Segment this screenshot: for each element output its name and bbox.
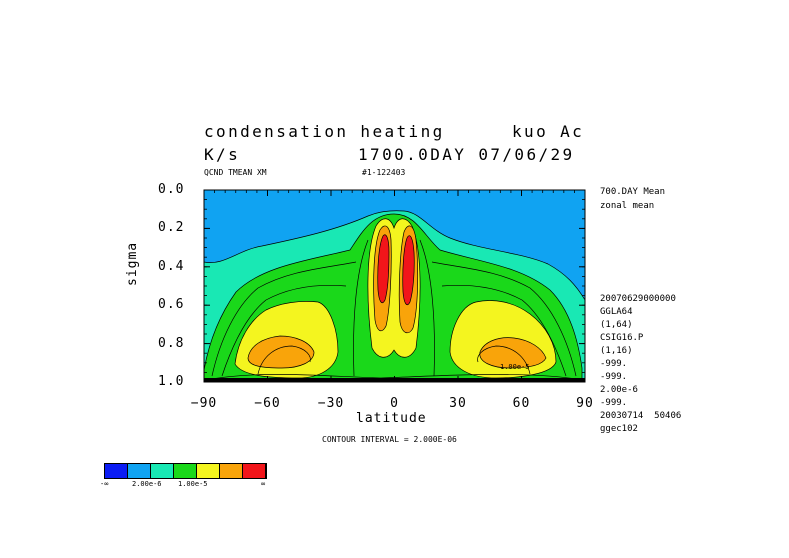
right-panel-meta: 20070629000000 GGLA64 (1,64) CSIG16.P (1,16)… — [600, 293, 681, 436]
info-line: CSIG16.P — [600, 333, 644, 343]
colorbar-label: 1.00e-5 — [178, 480, 208, 488]
x-tick-label: 0 — [390, 396, 399, 411]
info-line: -999. — [600, 398, 628, 408]
title-line1-left: condensation heating — [204, 122, 445, 141]
subtitle-right: #1-122403 — [362, 168, 406, 177]
y-tick-label: 0.4 — [158, 258, 185, 274]
y-axis-label: sigma — [125, 241, 140, 286]
y-axis-ticks — [204, 189, 585, 383]
y-tick-label: 0.2 — [158, 220, 185, 236]
colorbar-swatch — [174, 464, 197, 478]
colorbar-label: 2.00e-6 — [132, 480, 162, 488]
info-line: 20070629000000 — [600, 294, 676, 304]
x-tick-label: −90 — [190, 396, 218, 411]
colorbar-swatch — [243, 464, 266, 478]
contour-inline-label: 1.00e-5 — [500, 363, 530, 371]
right-panel-top: 700.DAY Mean zonal mean — [600, 185, 665, 213]
info-line: -999. — [600, 372, 628, 382]
colorbar — [104, 463, 267, 479]
y-tick-label: 0.0 — [158, 182, 185, 197]
y-tick-label: 0.8 — [158, 335, 185, 351]
contour-fill-orange-north — [479, 337, 547, 369]
y-tick-label: 0.6 — [158, 297, 185, 313]
title-line2-right: 1700.0DAY 07/06/29 — [358, 145, 575, 164]
x-axis-label: latitude — [356, 411, 427, 426]
subtitle-left: QCND TMEAN XM — [204, 168, 267, 177]
info-line: ggec102 — [600, 424, 638, 434]
y-tick-label: 1.0 — [158, 374, 185, 389]
colorbar-label: ∞ — [261, 480, 266, 488]
contour-interval-label: CONTOUR INTERVAL = 2.000E-06 — [322, 435, 457, 444]
info-line: 700.DAY Mean — [600, 187, 666, 197]
contour-fill-red-tropics-south — [377, 234, 390, 304]
info-line: GGLA64 — [600, 307, 633, 317]
info-line: 2.00e-6 — [600, 385, 638, 395]
colorbar-swatch — [128, 464, 151, 478]
x-tick-label: 60 — [512, 396, 531, 411]
contour-fill-red-tropics-north — [402, 235, 415, 306]
x-tick-label: −60 — [254, 396, 281, 411]
colorbar-swatch — [220, 464, 243, 478]
x-tick-label: 90 — [576, 396, 594, 411]
colorbar-swatch — [105, 464, 128, 478]
title-line1-right: kuo Ac — [512, 122, 585, 141]
contour-fill-orange-south — [247, 335, 315, 369]
colorbar-label: -∞ — [100, 480, 109, 488]
x-axis-ticks — [203, 190, 586, 382]
contour-lines — [205, 239, 585, 381]
x-tick-label: −30 — [317, 396, 345, 411]
x-tick-label: 30 — [449, 396, 467, 411]
colorbar-swatch — [197, 464, 220, 478]
colorbar-swatch — [151, 464, 174, 478]
info-line: zonal mean — [600, 201, 655, 211]
info-line: (1,64) — [600, 320, 633, 330]
info-line: (1,16) — [600, 346, 633, 356]
filled-contours: 1.00e-5 — [204, 190, 585, 382]
info-line: -999. — [600, 359, 628, 369]
title-line2-left: K/s — [204, 145, 241, 164]
info-line: 20030714 50406 — [600, 411, 682, 421]
